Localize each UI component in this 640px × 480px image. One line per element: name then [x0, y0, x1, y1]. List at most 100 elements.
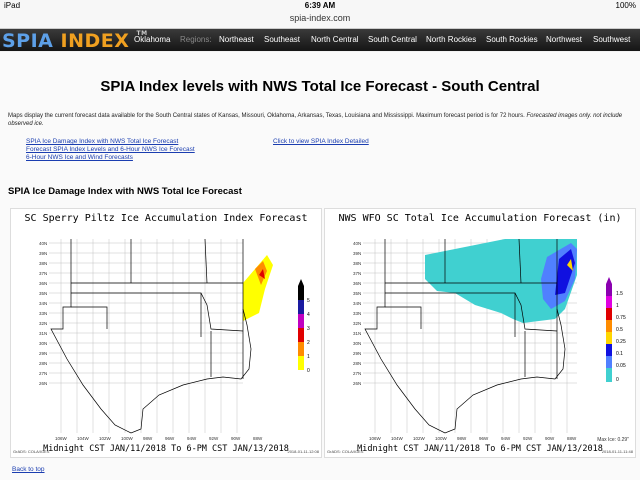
nav-south-central[interactable]: South Central [368, 35, 417, 44]
lon-tick-label: 96W [165, 436, 175, 441]
map-spia-index[interactable]: SC Sperry Piltz Ice Accumulation Index F… [10, 208, 322, 458]
lat-tick-label: 34N [353, 301, 361, 306]
lat-tick-label: 37N [353, 271, 361, 276]
lat-tick-label: 33N [39, 311, 47, 316]
lon-tick-label: 98W [457, 436, 467, 441]
lon-tick-label: 106W [369, 436, 382, 441]
map-graphic: 40N 39N 38N 37N 36N 35N 34N 33N 32N 31N 30N 29N 28N 2… [39, 238, 310, 441]
legend-label: 3 [307, 326, 310, 332]
nav-northwest[interactable]: Northwest [546, 35, 583, 44]
description-text: Maps display the current forecast data a… [8, 113, 525, 119]
legend-label: 1 [616, 303, 619, 309]
address-bar[interactable]: spia-index.com [0, 12, 640, 29]
lon-tick-label: 88W [253, 436, 263, 441]
lat-tick-label: 36N [353, 281, 361, 286]
lat-tick-label: 32N [353, 321, 361, 326]
lat-tick-label: 37N [39, 271, 47, 276]
lat-tick-label: 32N [39, 321, 47, 326]
page-content: SPIA Index levels with NWS Total Ice For… [0, 52, 640, 480]
legend-label: 0.1 [616, 351, 623, 357]
url-text[interactable]: spia-index.com [289, 13, 351, 23]
lon-tick-label: 94W [187, 436, 197, 441]
map-valid-period: Midnight CST JAN/11/2018 To 6-PM CST JAN… [357, 444, 603, 454]
map-title: SC Sperry Piltz Ice Accumulation Index F… [24, 213, 308, 224]
lon-tick-label: 90W [545, 436, 555, 441]
lon-tick-label: 100W [121, 436, 134, 441]
device-label: iPad [4, 1, 21, 10]
nav-northeast[interactable]: Northeast [219, 35, 254, 44]
battery-level: 100% [615, 1, 636, 10]
nav-regions-label: Regions: [180, 35, 212, 44]
lon-tick-label: 88W [567, 436, 577, 441]
lat-tick-label: 40N [353, 241, 361, 246]
lon-tick-label: 106W [55, 436, 68, 441]
lat-tick-label: 26N [39, 381, 47, 386]
site-logo[interactable]: SPIA INDEX TM [2, 30, 148, 52]
legend-label: 0.25 [616, 339, 626, 345]
back-to-top-link[interactable]: Back to top [12, 466, 45, 473]
legend-label: 1.5 [616, 291, 623, 297]
max-ice-note: Max Ice: 0.29" [597, 437, 629, 443]
map-nws-total-ice[interactable]: NWS WFO SC Total Ice Accumulation Foreca… [324, 208, 636, 458]
link-6hour-ice-wind[interactable]: 6-Hour NWS Ice and Wind Forecasts [26, 154, 133, 161]
page-description: Maps display the current forecast data a… [8, 112, 628, 128]
logo-spia: SPIA [2, 30, 54, 52]
lat-tick-label: 35N [353, 291, 361, 296]
lat-tick-label: 30N [39, 341, 47, 346]
lat-tick-label: 31N [353, 331, 361, 336]
lat-tick-label: 36N [39, 281, 47, 286]
link-spia-detailed[interactable]: Click to view SPIA Index Detailed [273, 138, 369, 145]
logo-index: INDEX [60, 30, 130, 52]
legend-label: 1 [307, 354, 310, 360]
lat-tick-label: 31N [39, 331, 47, 336]
lon-tick-label: 92W [523, 436, 533, 441]
lat-tick-label: 35N [39, 291, 47, 296]
lon-tick-label: 102W [99, 436, 112, 441]
nav-north-central[interactable]: North Central [311, 35, 359, 44]
lat-tick-label: 40N [39, 241, 47, 246]
legend-label: 0 [616, 377, 619, 383]
lon-tick-label: 104W [391, 436, 404, 441]
map-credit: GrADS: COLA/IGES [327, 449, 364, 454]
lon-tick-label: 98W [143, 436, 153, 441]
nav-north-rockies[interactable]: North Rockies [426, 35, 477, 44]
nav-south-rockies[interactable]: South Rockies [486, 35, 538, 44]
map-timestamp: 2018-01-11-11:48 [601, 449, 633, 454]
lat-tick-label: 33N [353, 311, 361, 316]
map-graphic: 40N 39N 38N 37N 36N 35N 34N 33N 32N 31N 30N 29N 28N 2… [353, 238, 626, 441]
nav-southeast[interactable]: Southeast [264, 35, 301, 44]
lat-tick-label: 27N [39, 371, 47, 376]
lon-tick-label: 94W [501, 436, 511, 441]
map-timestamp: 2018-01-11-12:08 [287, 449, 319, 454]
nav-southwest[interactable]: Southwest [593, 35, 631, 44]
link-forecast-levels[interactable]: Forecast SPIA Index Levels and 6-Hour NW… [26, 146, 195, 153]
map-credit: GrADS: COLA/IGES [13, 449, 50, 454]
lon-tick-label: 90W [231, 436, 241, 441]
legend-label: 0 [307, 368, 310, 374]
lat-tick-label: 28N [353, 361, 361, 366]
description-note: Forecasted images only. not include obse… [8, 113, 623, 127]
legend-label: 0.5 [616, 327, 623, 333]
lon-tick-label: 102W [413, 436, 426, 441]
logo-tm: TM [136, 30, 148, 37]
lat-tick-label: 29N [353, 351, 361, 356]
lat-tick-label: 39N [353, 251, 361, 256]
link-spia-ice-damage[interactable]: SPIA Ice Damage Index with NWS Total Ice… [26, 138, 179, 145]
lat-tick-label: 28N [39, 361, 47, 366]
lat-tick-label: 38N [353, 261, 361, 266]
lat-tick-label: 39N [39, 251, 47, 256]
lat-tick-label: 34N [39, 301, 47, 306]
lat-tick-label: 29N [39, 351, 47, 356]
lat-tick-label: 30N [353, 341, 361, 346]
legend-label: 0.05 [616, 363, 626, 369]
legend-label: 0.75 [616, 315, 626, 321]
lat-tick-label: 27N [353, 371, 361, 376]
lon-tick-label: 96W [479, 436, 489, 441]
nav-oklahoma[interactable]: Oklahoma [134, 35, 171, 44]
lat-tick-label: 26N [353, 381, 361, 386]
section-title: SPIA Ice Damage Index with NWS Total Ice… [8, 186, 242, 197]
lon-tick-label: 92W [209, 436, 219, 441]
legend-label: 2 [307, 340, 310, 346]
map-valid-period: Midnight CST JAN/11/2018 To 6-PM CST JAN… [43, 444, 289, 454]
legend-label: 5 [307, 298, 310, 304]
